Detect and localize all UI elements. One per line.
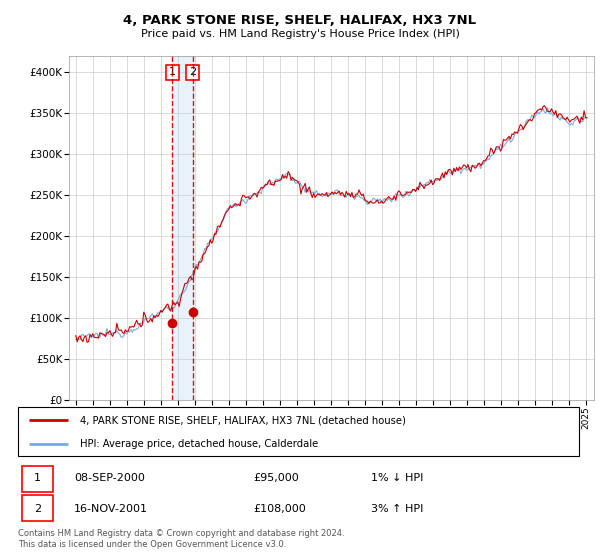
FancyBboxPatch shape	[18, 407, 579, 456]
Text: HPI: Average price, detached house, Calderdale: HPI: Average price, detached house, Cald…	[80, 439, 318, 449]
Text: 2: 2	[34, 504, 41, 514]
Text: 4, PARK STONE RISE, SHELF, HALIFAX, HX3 7NL: 4, PARK STONE RISE, SHELF, HALIFAX, HX3 …	[124, 14, 476, 27]
Bar	[172, 56, 193, 400]
Text: 3% ↑ HPI: 3% ↑ HPI	[371, 504, 424, 514]
Text: 1: 1	[34, 473, 41, 483]
Text: 16-NOV-2001: 16-NOV-2001	[74, 504, 148, 514]
Text: Contains HM Land Registry data © Crown copyright and database right 2024.: Contains HM Land Registry data © Crown c…	[18, 529, 344, 538]
Text: £108,000: £108,000	[254, 504, 307, 514]
Text: 1% ↓ HPI: 1% ↓ HPI	[371, 473, 424, 483]
Text: £95,000: £95,000	[254, 473, 299, 483]
FancyBboxPatch shape	[22, 494, 53, 521]
Text: 08-SEP-2000: 08-SEP-2000	[74, 473, 145, 483]
Text: 4, PARK STONE RISE, SHELF, HALIFAX, HX3 7NL (detached house): 4, PARK STONE RISE, SHELF, HALIFAX, HX3 …	[80, 416, 406, 426]
Text: 1: 1	[169, 67, 176, 77]
Text: Price paid vs. HM Land Registry's House Price Index (HPI): Price paid vs. HM Land Registry's House …	[140, 29, 460, 39]
Text: This data is licensed under the Open Government Licence v3.0.: This data is licensed under the Open Gov…	[18, 540, 286, 549]
Text: 2: 2	[189, 67, 196, 77]
FancyBboxPatch shape	[22, 466, 53, 492]
